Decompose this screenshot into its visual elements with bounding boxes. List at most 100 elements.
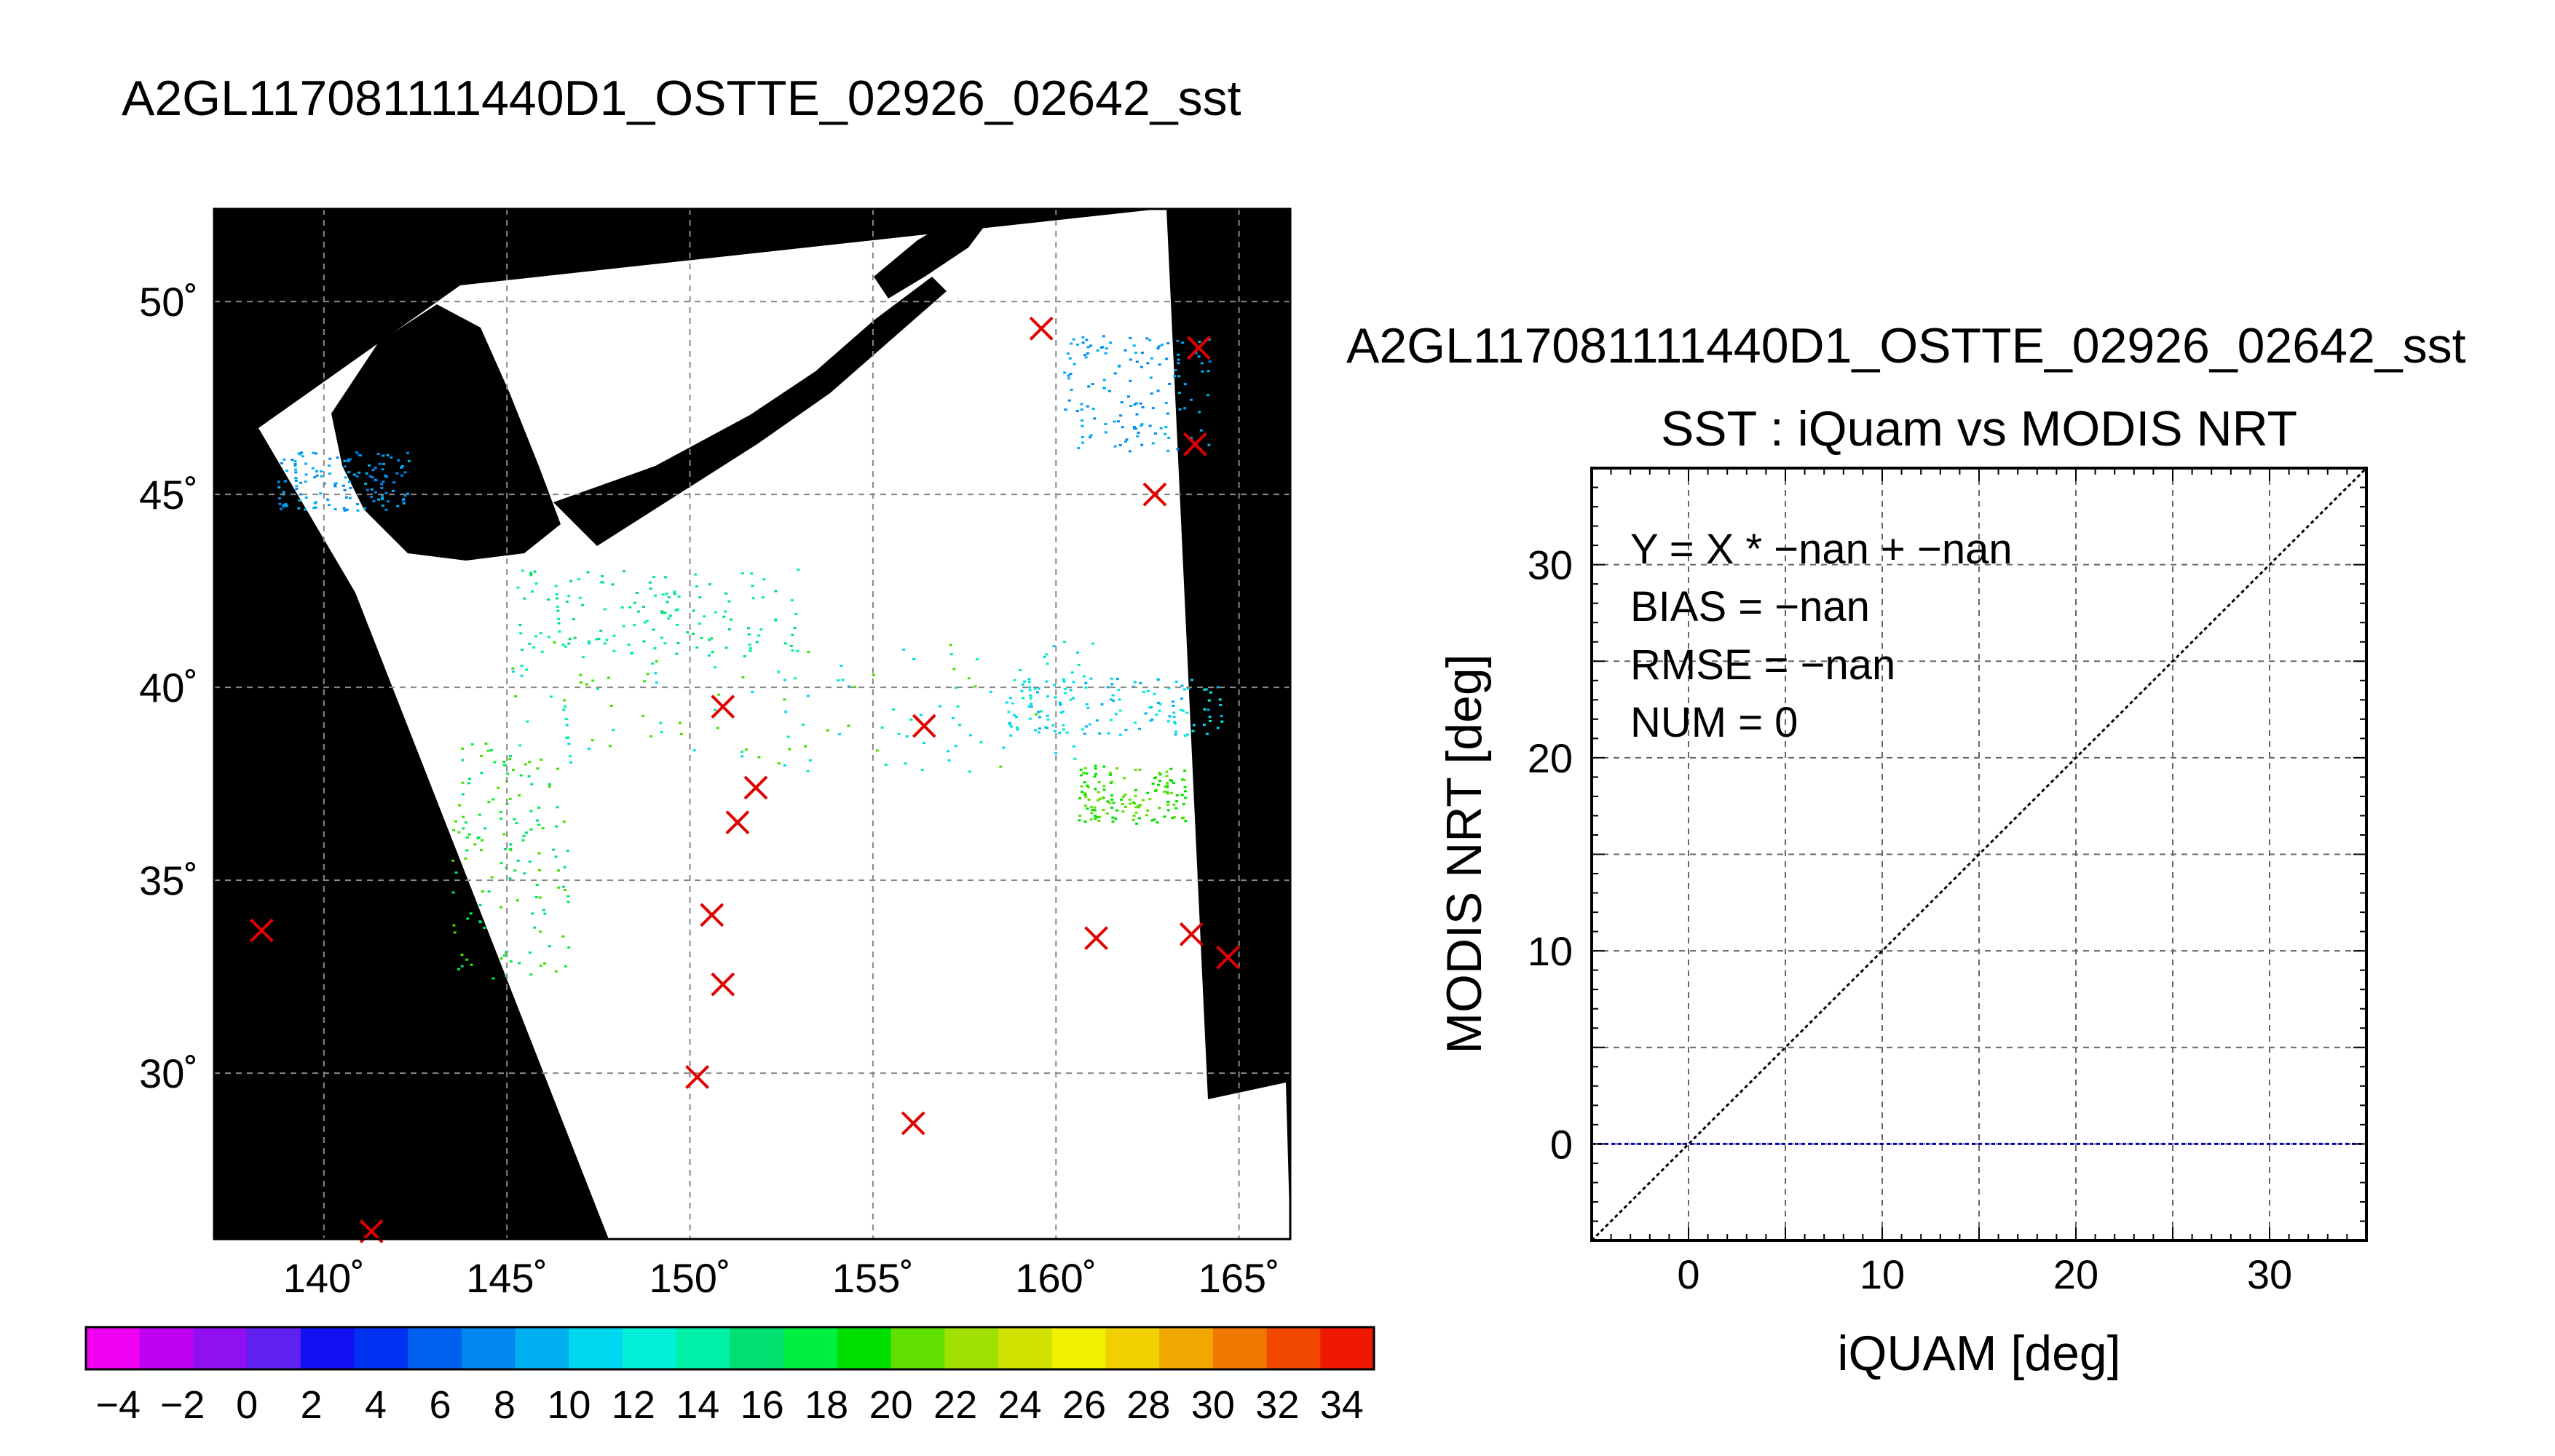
sst-pixel [1046, 695, 1049, 698]
sst-pixel [564, 965, 567, 968]
sst-pixel [502, 764, 506, 767]
sst-pixel [1166, 342, 1170, 345]
sst-pixel [623, 570, 625, 573]
sst-pixel [678, 721, 682, 724]
land-mass-hokkaido [331, 304, 561, 561]
sst-pixel [1155, 788, 1158, 791]
sst-pixel [1174, 369, 1177, 371]
sst-pixel [1220, 720, 1224, 723]
sst-pixel [304, 496, 308, 499]
sst-pixel [1163, 790, 1166, 793]
sst-pixel [1178, 408, 1182, 411]
sst-pixel [519, 774, 523, 777]
lon-tick-label: 140˚ [283, 1255, 365, 1301]
sst-pixel [543, 962, 546, 965]
sst-pixel [504, 848, 508, 850]
sst-pixel [537, 869, 541, 871]
sst-pixel [1102, 765, 1106, 768]
sst-pixel [522, 834, 526, 837]
sst-pixel [509, 843, 513, 846]
sst-pixel [620, 606, 624, 609]
sst-pixel [569, 761, 572, 764]
sst-pixel [1087, 385, 1091, 388]
sst-pixel [1084, 681, 1088, 684]
sst-pixel [1128, 802, 1132, 805]
sst-pixel [611, 583, 615, 586]
sst-pixel [569, 579, 572, 582]
sst-pixel [328, 504, 331, 507]
sst-pixel [516, 899, 519, 902]
match-marker [743, 775, 768, 800]
colorbar-segment [623, 1327, 677, 1369]
sst-pixel [840, 665, 843, 667]
scatter-x-axis-label: iQUAM [deg] [1837, 1326, 2120, 1381]
sst-pixel [897, 732, 901, 735]
sst-pixel [643, 621, 647, 624]
sst-pixel [537, 852, 541, 855]
sst-pixel [534, 895, 538, 898]
sst-pixel [1208, 360, 1212, 363]
sst-pixel [1058, 701, 1062, 704]
sst-pixel [1037, 687, 1040, 690]
sst-pixel [499, 818, 502, 820]
sst-pixel [762, 578, 766, 581]
sst-pixel [609, 705, 613, 707]
sst-pixel [686, 631, 690, 634]
colorbar-segment [1212, 1327, 1268, 1369]
sst-pixel [806, 769, 810, 772]
sst-pixel [714, 666, 717, 669]
sst-pixel [1136, 435, 1140, 438]
sst-pixel [465, 836, 469, 839]
sst-pixel [380, 483, 383, 486]
sst-pixel [1008, 721, 1011, 724]
sst-pixel [1096, 815, 1099, 818]
sst-pixel [1062, 678, 1065, 681]
sst-pixel [547, 636, 550, 638]
sst-pixel [1153, 818, 1156, 821]
sst-pixel [875, 749, 879, 752]
sst-pixel [663, 642, 667, 645]
sst-pixel [605, 638, 609, 641]
sst-pixel [1163, 815, 1166, 818]
sst-pixel [1072, 745, 1075, 748]
sst-pixel [1133, 721, 1137, 724]
sst-pixel [847, 724, 850, 727]
sst-pixel [1069, 689, 1073, 692]
sst-pixel [1022, 697, 1025, 700]
sst-pixel [591, 739, 594, 742]
sst-pixel [387, 500, 390, 503]
sst-pixel [499, 906, 502, 909]
sst-pixel [315, 501, 317, 504]
sst-pixel [1148, 798, 1152, 801]
sst-pixel [1140, 365, 1143, 368]
sst-pixel [880, 726, 884, 729]
sst-pixel [958, 724, 962, 727]
sst-pixel [1028, 689, 1032, 692]
sst-pixel [384, 508, 388, 511]
colorbar-tick-label: 30 [1191, 1383, 1235, 1427]
sst-pixel [1069, 373, 1073, 375]
sst-pixel [708, 638, 711, 641]
sst-pixel [1209, 719, 1212, 722]
sst-pixel [655, 681, 658, 684]
sst-pixel [661, 593, 665, 596]
sst-pixel [1166, 412, 1169, 415]
sst-pixel [1157, 345, 1161, 348]
sst-pixel [1110, 798, 1114, 801]
sst-pixel [1137, 806, 1141, 809]
sst-pixel [665, 593, 668, 595]
sst-pixel [1083, 820, 1087, 823]
sst-pixel [1098, 732, 1102, 735]
sst-pixel [573, 636, 577, 639]
land-mass-coast [553, 277, 947, 546]
sst-pixel [461, 793, 465, 796]
sst-pixel [536, 767, 540, 770]
sst-pixel [759, 628, 763, 631]
sst-pixel [461, 747, 465, 750]
sst-pixel [470, 963, 473, 966]
sst-pixel [1046, 718, 1050, 721]
sst-pixel [1128, 798, 1132, 801]
colorbar-segment [944, 1327, 999, 1369]
scatter-y-tick-labels: 0 10 20 30 [1528, 542, 1573, 1168]
sst-pixel [567, 946, 571, 949]
